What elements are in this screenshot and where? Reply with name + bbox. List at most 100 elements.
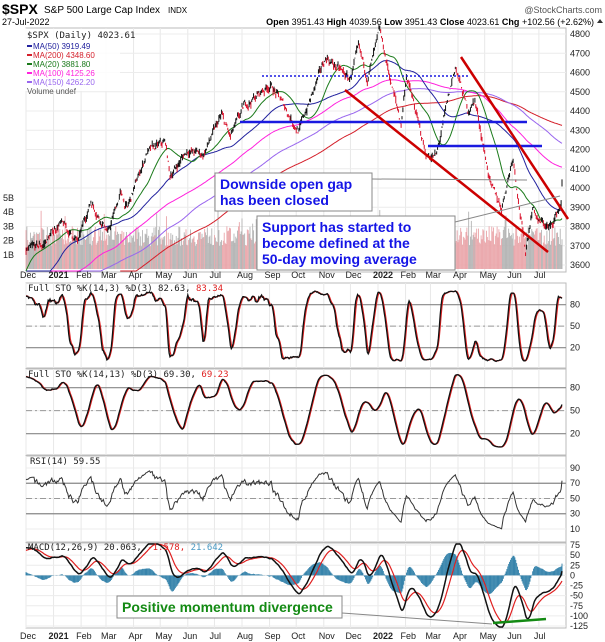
macd-histogram-bar (496, 575, 498, 588)
volume-bar (151, 232, 153, 269)
volume-bar (539, 232, 541, 269)
volume-bar (117, 231, 119, 269)
macd-histogram-bar (120, 567, 122, 576)
x-axis-label: Jun (183, 270, 198, 280)
volume-bar (176, 244, 178, 269)
macd-histogram-bar (77, 575, 79, 583)
gap-callout-line2: has been closed (220, 192, 329, 208)
macd-histogram-bar (140, 569, 142, 576)
support-pointer (454, 195, 561, 223)
macd-histogram-bar (110, 575, 112, 581)
macd-histogram-bar (516, 563, 518, 576)
volume-bar (137, 228, 139, 269)
macd-histogram-bar (36, 575, 38, 578)
macd-histogram-bar (411, 568, 413, 576)
price-y-tick-label: 4300 (570, 125, 590, 135)
macd-histogram-bar (406, 569, 408, 576)
macd-histogram-bar (218, 568, 220, 576)
x-axis-label: May (480, 270, 498, 280)
macd-histogram-bar (60, 574, 62, 576)
ma50-line (26, 60, 563, 272)
macd-histogram-bar (469, 575, 471, 589)
macd-histogram-bar (222, 569, 224, 576)
macd-histogram-bar (217, 568, 219, 576)
volume-bar (60, 234, 62, 269)
volume-bar (526, 245, 528, 269)
macd-histogram-bar (505, 571, 507, 576)
macd-histogram-bar (213, 569, 215, 576)
x-axis-label: Mar (425, 631, 441, 641)
macd-line (26, 543, 563, 628)
macd-histogram-bar (41, 575, 43, 580)
volume-bar (157, 245, 159, 269)
macd-histogram-bar (76, 575, 78, 583)
macd-histogram-bar (117, 570, 119, 576)
volume-bar (118, 244, 120, 269)
macd-histogram-bar (528, 575, 530, 585)
macd-histogram-bar (107, 575, 109, 583)
macd-histogram-bar (421, 575, 423, 584)
x-axis-label: Dec (20, 631, 37, 641)
macd-histogram-bar (298, 575, 300, 583)
volume-bar (536, 228, 538, 269)
macd-histogram-bar (357, 570, 359, 576)
x-axis-label: 2021 (49, 631, 69, 641)
macd-histogram-bar (350, 575, 352, 583)
sto1-y-tick-label: 50 (570, 321, 580, 331)
macd-histogram-bar (307, 569, 309, 576)
volume-bar (474, 237, 476, 269)
macd-histogram-bar (337, 575, 339, 580)
macd-histogram-bar (261, 574, 263, 576)
macd-histogram-bar (236, 575, 238, 578)
macd-histogram-bar (233, 575, 235, 581)
macd-histogram-bar (173, 575, 175, 590)
volume-bar (506, 238, 508, 269)
sto1-legend-d: 83.34 (196, 284, 223, 294)
macd-histogram-bar (86, 571, 88, 576)
macd-histogram-bar (277, 575, 279, 580)
macd-histogram-bar (414, 574, 416, 576)
macd-histogram-bar (429, 575, 431, 584)
macd-histogram-bar (34, 575, 36, 577)
x-axis-label: May (480, 631, 498, 641)
volume-bar (508, 228, 510, 269)
macd-histogram-bar (559, 566, 561, 576)
volume-bar (97, 240, 99, 269)
macd-histogram-bar (185, 574, 187, 576)
brand-logo[interactable]: @StockCharts.com (524, 5, 602, 15)
macd-histogram-bar (100, 575, 102, 580)
macd-histogram-bar (552, 571, 554, 576)
macd-histogram-bar (181, 575, 183, 579)
volume-bar (498, 229, 500, 269)
macd-histogram-bar (173, 575, 175, 591)
volume-bar (217, 209, 219, 269)
volume-bar (187, 245, 189, 269)
macd-histogram-bar (50, 575, 52, 577)
x-axis-label: Feb (76, 631, 92, 641)
macd-histogram-bar (73, 575, 75, 583)
macd-histogram-bar (351, 575, 353, 582)
sto2-y-tick-label: 50 (570, 406, 580, 416)
macd-histogram-bar (377, 567, 379, 576)
volume-bar (234, 242, 236, 269)
volume-tick-label: 2B (3, 236, 14, 246)
volume-bar (64, 216, 66, 269)
macd-histogram-bar (511, 556, 513, 576)
volume-bar (131, 235, 133, 269)
volume-bar (484, 241, 486, 269)
macd-legend: MACD(12,26,9) 20.063, -1.578, 21.642 (28, 543, 223, 553)
macd-histogram-bar (514, 557, 516, 576)
macd-histogram-bar (258, 574, 260, 576)
macd-histogram-bar (188, 573, 190, 576)
macd-histogram-bar (291, 575, 293, 585)
volume-bar (511, 238, 513, 269)
legend-bg (24, 29, 120, 91)
volume-bar (524, 238, 526, 269)
volume-bar (480, 235, 482, 269)
x-axis-label: Jul (209, 631, 221, 641)
volume-bar (27, 240, 29, 269)
macd-histogram-bar (210, 572, 212, 576)
sto2-y-tick-label: 80 (570, 383, 580, 393)
macd-histogram-bar (443, 558, 445, 576)
